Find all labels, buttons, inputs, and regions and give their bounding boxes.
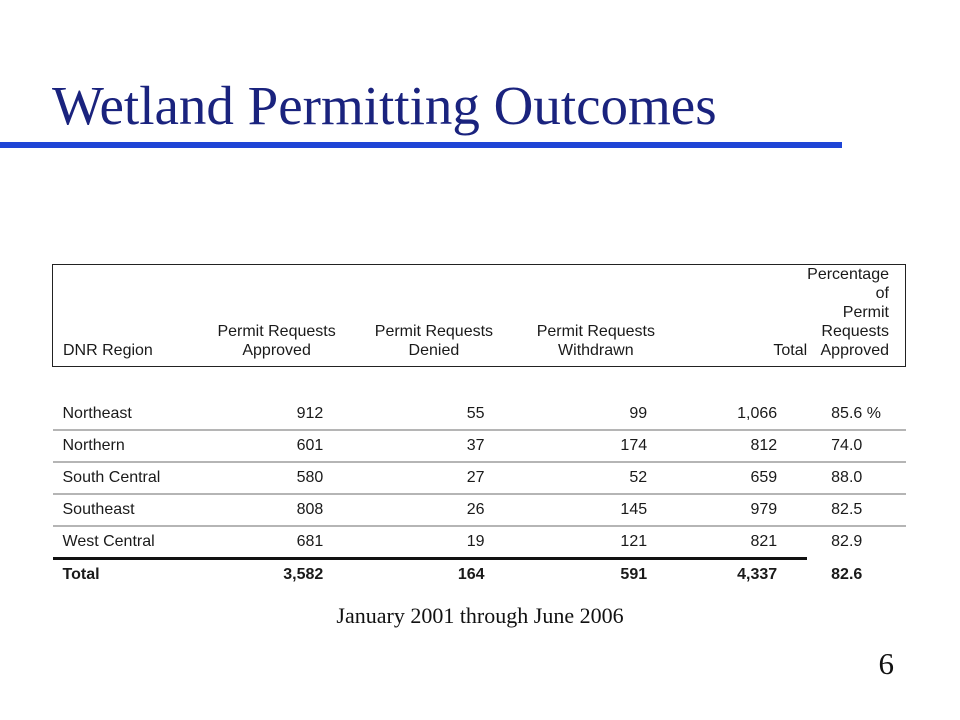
cell-percentage: 82.5 bbox=[807, 494, 906, 527]
table-row: Southeast 808 26 145 979 82.5 bbox=[52, 494, 906, 527]
table-row: West Central 681 19 121 821 82.9 bbox=[53, 526, 906, 559]
date-range-caption: January 2001 through June 2006 bbox=[336, 603, 624, 628]
cell-withdrawn: 591 bbox=[514, 557, 678, 590]
cell-percentage: 88.0 bbox=[807, 462, 906, 495]
cell-approved: 681 bbox=[296, 533, 324, 550]
cell-approved: 912 bbox=[199, 399, 354, 431]
cell-total: 1,066 bbox=[677, 399, 808, 431]
cell-withdrawn: 174 bbox=[514, 430, 678, 463]
cell-withdrawn: 52 bbox=[514, 462, 678, 495]
cell-withdrawn: 99 bbox=[514, 399, 678, 431]
header-permit-requests-approved: Permit Requests Approved bbox=[199, 264, 354, 367]
slide-page-number: 6 bbox=[878, 646, 895, 681]
table-spacer-row bbox=[53, 367, 906, 400]
cell-withdrawn: 121 bbox=[620, 533, 648, 550]
slide-title: Wetland Permitting Outcomes bbox=[52, 75, 717, 136]
cell-region: Southeast bbox=[52, 494, 200, 527]
cell-total: 4,337 bbox=[677, 557, 808, 590]
permit-outcomes-table: DNR Region Permit Requests Approved Perm… bbox=[51, 264, 907, 590]
cell-percentage: 82.9 bbox=[831, 533, 863, 550]
header-total: Total bbox=[677, 264, 808, 367]
cell-region: South Central bbox=[52, 462, 200, 495]
cell-approved: 3,582 bbox=[199, 557, 354, 590]
cell-percentage: 82.6 bbox=[807, 557, 906, 590]
header-percentage-approved: Percentage of Permit Requests Approved bbox=[807, 264, 907, 367]
header-permit-requests-denied: Permit Requests Denied bbox=[353, 264, 515, 367]
title-underline bbox=[0, 142, 842, 148]
cell-region: Total bbox=[52, 557, 200, 590]
table-total-row: Total 3,582 164 591 4,337 82.6 bbox=[52, 557, 906, 590]
cell-withdrawn: 145 bbox=[514, 494, 678, 527]
cell-total: 821 bbox=[750, 533, 778, 550]
cell-approved: 580 bbox=[199, 462, 354, 495]
table-row: South Central 580 27 52 659 88.0 bbox=[52, 462, 906, 495]
cell-denied: 27 bbox=[353, 462, 515, 495]
cell-region: Northern bbox=[52, 430, 200, 463]
table-header-row: DNR Region Permit Requests Approved Perm… bbox=[51, 264, 907, 367]
cell-approved: 808 bbox=[199, 494, 354, 527]
header-dnr-region: DNR Region bbox=[51, 264, 200, 367]
cell-denied: 37 bbox=[353, 430, 515, 463]
cell-percentage: 74.0 bbox=[807, 430, 906, 463]
table-row: Northeast 912 55 99 1,066 85.6 % bbox=[52, 399, 906, 431]
cell-denied: 164 bbox=[353, 557, 515, 590]
cell-approved: 601 bbox=[199, 430, 354, 463]
cell-total: 979 bbox=[677, 494, 808, 527]
cell-region: West Central bbox=[62, 533, 155, 550]
cell-percentage: 85.6 % bbox=[807, 399, 906, 431]
cell-denied: 55 bbox=[353, 399, 515, 431]
table-row: Northern 601 37 174 812 74.0 bbox=[52, 430, 906, 463]
cell-total: 659 bbox=[677, 462, 808, 495]
cell-total: 812 bbox=[677, 430, 808, 463]
cell-denied: 19 bbox=[466, 533, 485, 550]
cell-denied: 26 bbox=[353, 494, 515, 527]
header-permit-requests-withdrawn: Permit Requests Withdrawn bbox=[514, 264, 678, 367]
cell-region: Northeast bbox=[52, 399, 200, 431]
